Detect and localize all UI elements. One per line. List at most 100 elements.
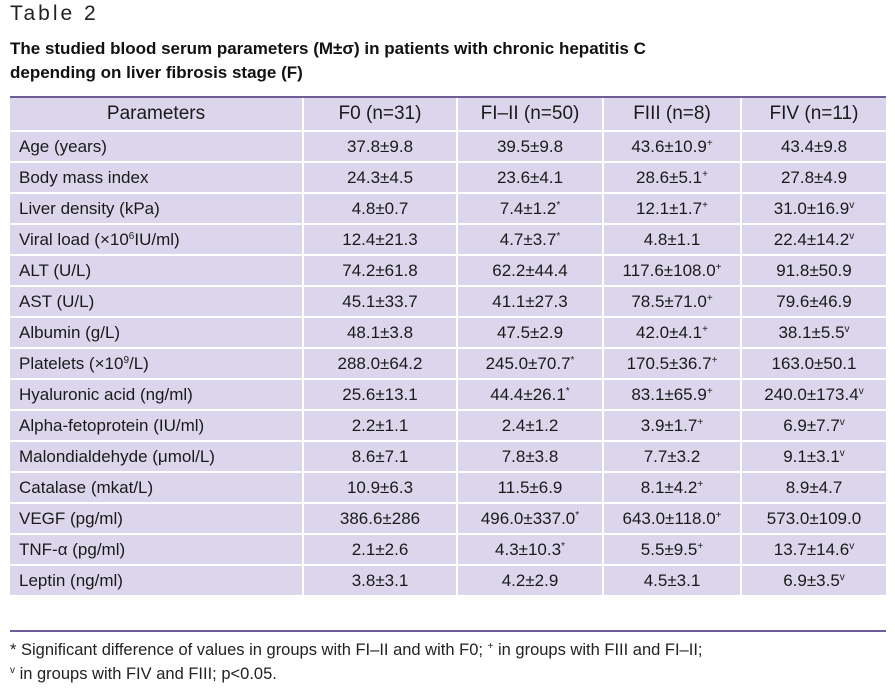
footnote-mark-v: v <box>10 665 15 676</box>
value-cell-f3: 170.5±36.7+ <box>602 347 742 380</box>
caption-line-1: The studied blood serum parameters (M±σ)… <box>10 39 646 58</box>
value-text: 4.8±0.7 <box>351 198 409 218</box>
value-text: 45.1±33.7 <box>342 291 418 311</box>
value-cell-f4: 9.1±3.1v <box>740 440 886 473</box>
value-text: 163.0±50.1 <box>771 353 857 373</box>
value-cell-f3: 3.9±1.7+ <box>602 409 742 442</box>
table-row: VEGF (pg/ml) 386.6±286 496.0±337.0* 643.0±1… <box>10 502 886 535</box>
table-row: Alpha-fetoprotein (IU/ml) 2.2±1.1 2.4±1.2 3… <box>10 409 886 442</box>
value-cell-f4: 6.9±7.7v <box>740 409 886 442</box>
value-cell-f3: 5.5±9.5+ <box>602 533 742 566</box>
table-row: ALT (U/L) 74.2±61.8 62.2±44.4 117.6±108.0+ 9… <box>10 254 886 287</box>
value-text: 22.4±14.2 <box>773 229 850 249</box>
value-text: 27.8±4.9 <box>780 167 848 187</box>
header-f0: F0 (n=31) <box>302 98 458 132</box>
header-row: Parameters F0 (n=31) FI–II (n=50) FIII (… <box>10 98 886 132</box>
table-row: Viral load (×106IU/ml) 12.4±21.3 4.7±3.7* 4… <box>10 223 886 256</box>
value-text: 4.7±3.7 <box>499 229 557 249</box>
value-cell-f4: 22.4±14.2v <box>740 223 886 256</box>
value-text: 2.4±1.2 <box>501 415 559 435</box>
significance-mark: v <box>858 385 864 397</box>
value-text: 11.5±6.9 <box>497 477 563 497</box>
value-text: 386.6±286 <box>339 508 421 528</box>
value-text: 39.5±9.8 <box>496 136 564 156</box>
parameter-cell: ALT (U/L) <box>10 254 304 287</box>
value-text: 170.5±36.7 <box>626 353 712 373</box>
significance-mark: * <box>565 385 570 397</box>
significance-mark: v <box>849 199 855 211</box>
table-row: Albumin (g/L) 48.1±3.8 47.5±2.9 42.0±4.1+ 38… <box>10 316 886 349</box>
value-cell-f1-2: 62.2±44.4 <box>456 254 604 287</box>
value-text: 12.1±1.7 <box>636 198 703 218</box>
value-cell-f1-2: 7.8±3.8 <box>456 440 604 473</box>
table-label: Table 2 <box>10 2 99 25</box>
parameter-cell: TNF-α (pg/ml) <box>10 533 304 566</box>
value-cell-f1-2: 23.6±4.1 <box>456 161 604 194</box>
value-text: 23.6±4.1 <box>496 167 564 187</box>
table-row: Body mass index 24.3±4.5 23.6±4.1 28.6±5.1+… <box>10 161 886 194</box>
value-cell-f4: 6.9±3.5v <box>740 564 886 595</box>
significance-mark: + <box>715 261 722 273</box>
value-text: 47.5±2.9 <box>496 322 564 342</box>
parameter-cell: Age (years) <box>10 130 304 163</box>
parameter-exponent: 9 <box>123 354 129 366</box>
value-text: 79.6±46.9 <box>776 291 852 311</box>
table-row: Catalase (mkat/L) 10.9±6.3 11.5±6.9 8.1±4.2… <box>10 471 886 504</box>
value-text: 2.2±1.1 <box>351 415 409 435</box>
value-cell-f1-2: 47.5±2.9 <box>456 316 604 349</box>
table-row: TNF-α (pg/ml) 2.1±2.6 4.3±10.3* 5.5±9.5+ 13.… <box>10 533 886 566</box>
parameter-text: Leptin (ng/ml) <box>19 570 123 590</box>
value-text: 91.8±50.9 <box>776 260 852 280</box>
value-cell-f1-2: 4.3±10.3* <box>456 533 604 566</box>
value-text: 3.9±1.7 <box>640 415 698 435</box>
value-cell-f4: 240.0±173.4v <box>740 378 886 411</box>
value-cell-f0: 8.6±7.1 <box>302 440 458 473</box>
significance-mark: + <box>697 478 704 490</box>
footnote: * Significant difference of values in gr… <box>10 638 890 686</box>
value-text: 573.0±109.0 <box>766 508 862 528</box>
value-text: 8.9±4.7 <box>785 477 843 497</box>
value-cell-f4: 8.9±4.7 <box>740 471 886 504</box>
table-row: Leptin (ng/ml) 3.8±3.1 4.2±2.9 4.5±3.1 6.9±3… <box>10 564 886 595</box>
significance-mark: * <box>561 540 565 552</box>
value-text: 31.0±16.9 <box>773 198 850 218</box>
header-parameters: Parameters <box>10 98 304 132</box>
value-text: 25.6±13.1 <box>342 384 418 404</box>
parameter-cell: Viral load (×106IU/ml) <box>10 223 304 256</box>
value-cell-f1-2: 496.0±337.0* <box>456 502 604 535</box>
value-text: 28.6±5.1 <box>636 167 703 187</box>
value-cell-f1-2: 7.4±1.2* <box>456 192 604 225</box>
value-text: 9.1±3.1 <box>783 446 840 466</box>
value-text: 6.9±3.5 <box>783 570 840 590</box>
value-cell-f0: 386.6±286 <box>302 502 458 535</box>
caption-line-2: depending on liver fibrosis stage (F) <box>10 63 303 82</box>
value-text: 7.8±3.8 <box>501 446 559 466</box>
parameter-text: Viral load (×10 <box>19 229 129 249</box>
value-text: 44.4±26.1 <box>490 384 566 404</box>
value-cell-f0: 2.1±2.6 <box>302 533 458 566</box>
header-f1-2: FI–II (n=50) <box>456 98 604 132</box>
table-row: Malondialdehyde (μmol/L) 8.6±7.1 7.8±3.8 7.… <box>10 440 886 473</box>
parameter-text: AST (U/L) <box>19 291 95 311</box>
value-text: 7.7±3.2 <box>643 446 701 466</box>
header-f4: FIV (n=11) <box>740 98 886 132</box>
parameter-cell: VEGF (pg/ml) <box>10 502 304 535</box>
value-cell-f3: 643.0±118.0+ <box>602 502 742 535</box>
parameter-text: Hyaluronic acid (ng/ml) <box>19 384 193 404</box>
significance-mark: + <box>697 416 704 428</box>
value-text: 12.4±21.3 <box>342 229 418 249</box>
value-text: 43.4±9.8 <box>780 136 848 156</box>
value-text: 13.7±14.6 <box>773 539 850 559</box>
parameter-text: Alpha-fetoprotein (IU/ml) <box>19 415 205 435</box>
footnote-line-1: * Significant difference of values in gr… <box>10 638 890 662</box>
value-cell-f4: 38.1±5.5v <box>740 316 886 349</box>
parameter-exponent: 6 <box>128 230 135 242</box>
value-cell-f3: 8.1±4.2+ <box>602 471 742 504</box>
value-text: 643.0±118.0 <box>622 508 716 528</box>
value-cell-f3: 43.6±10.9+ <box>602 130 742 163</box>
significance-mark: + <box>715 509 722 521</box>
significance-mark: v <box>849 230 855 242</box>
significance-mark: + <box>706 385 713 397</box>
value-cell-f1-2: 44.4±26.1* <box>456 378 604 411</box>
value-text: 10.9±6.3 <box>346 477 414 497</box>
